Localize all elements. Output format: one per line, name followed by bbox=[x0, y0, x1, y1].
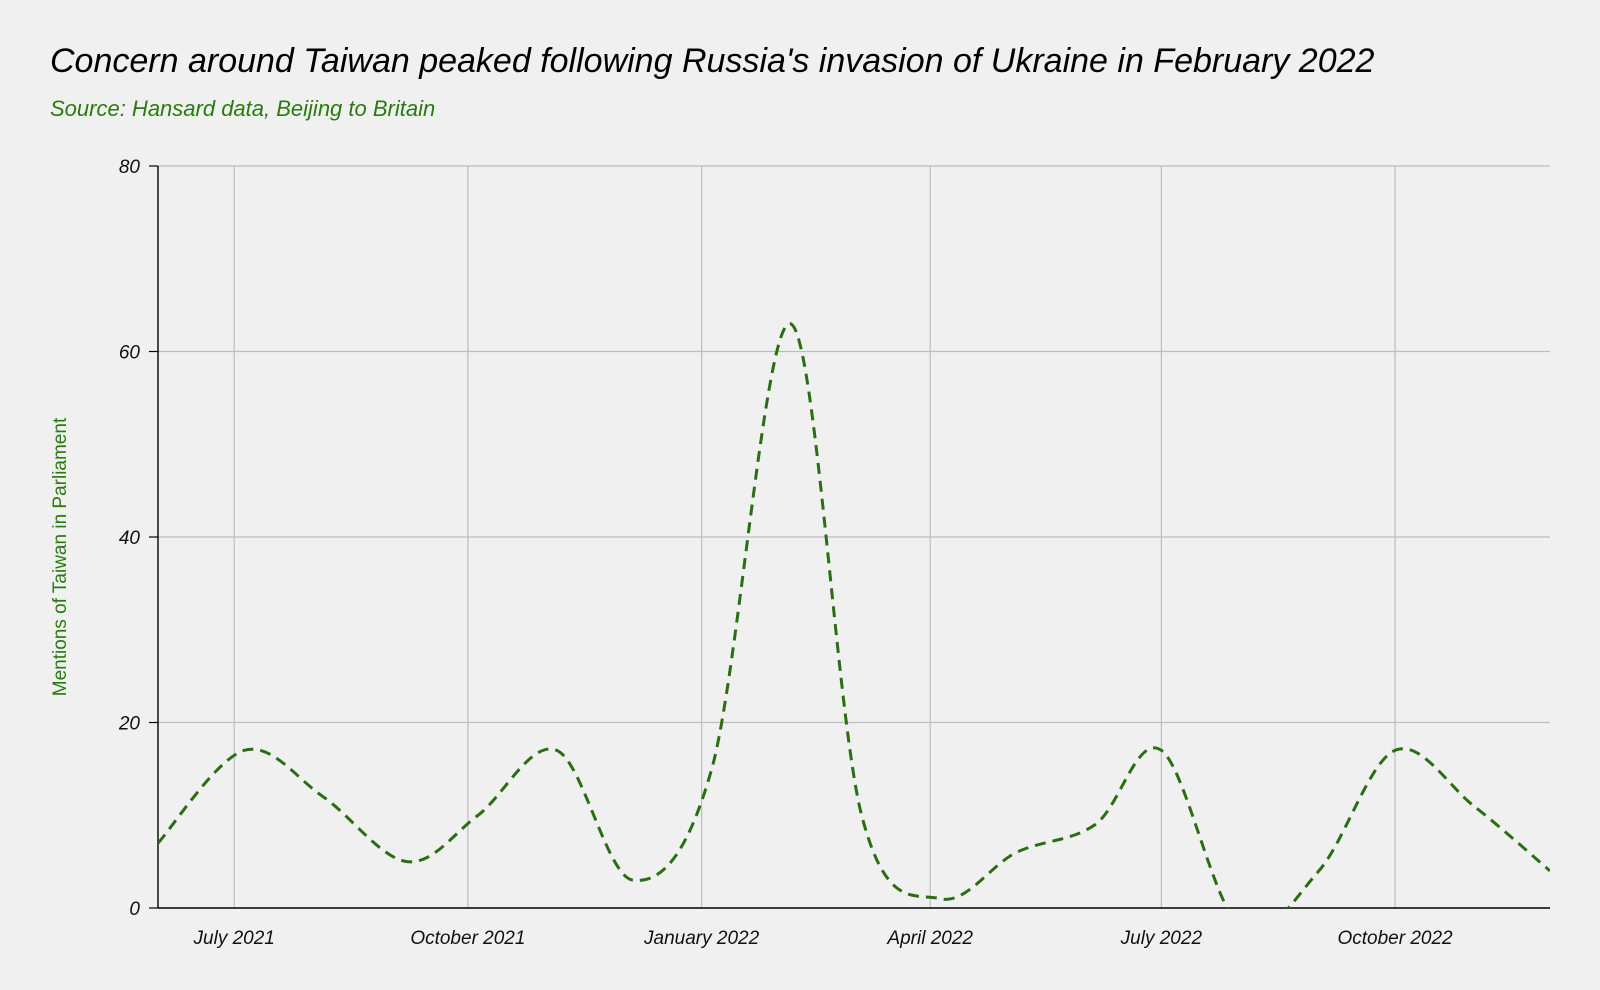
gridlines bbox=[158, 165, 1550, 908]
tick-labels: 0 20 40 60 80 July 2021 October 2021 January 20… bbox=[118, 157, 1453, 949]
x-tick-label: January 2022 bbox=[643, 928, 760, 949]
x-tick-label: July 2022 bbox=[1120, 928, 1203, 949]
y-tick-label: 80 bbox=[119, 157, 141, 178]
x-tick-label: July 2021 bbox=[193, 928, 275, 949]
y-tick-label: 60 bbox=[119, 343, 141, 364]
axes bbox=[149, 165, 1550, 909]
y-tick-label: 20 bbox=[118, 714, 141, 735]
chart-subtitle: Source: Hansard data, Beijing to Britain bbox=[50, 96, 436, 121]
series-layer bbox=[158, 322, 1550, 908]
x-tick-label: October 2021 bbox=[410, 928, 525, 949]
y-axis-title: Mentions of Taiwan in Parliament bbox=[50, 417, 71, 696]
x-tick-label: October 2022 bbox=[1337, 928, 1453, 949]
series-line bbox=[158, 322, 1550, 908]
y-tick-label: 0 bbox=[129, 899, 140, 920]
y-tick-label: 40 bbox=[119, 528, 141, 549]
chart-title: Concern around Taiwan peaked following R… bbox=[50, 42, 1375, 80]
x-tick-label: April 2022 bbox=[886, 928, 973, 949]
